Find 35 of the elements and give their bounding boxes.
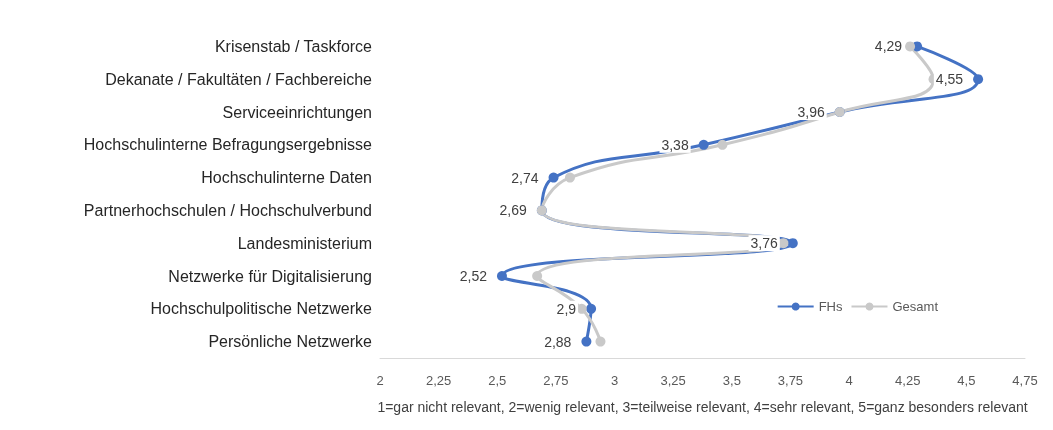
- x-tick-label: 3,75: [777, 373, 804, 388]
- data-label: 2,9: [556, 300, 577, 317]
- x-tick-label: 2: [376, 373, 384, 388]
- x-tick-label: 2,25: [425, 373, 452, 388]
- data-label: 3,76: [750, 235, 779, 252]
- data-label: 2,69: [499, 202, 528, 219]
- x-tick-label: 4: [845, 373, 853, 388]
- data-label: 4,55: [935, 71, 964, 88]
- y-tick-label: Serviceeinrichtungen: [222, 103, 372, 121]
- data-label: 3,96: [797, 104, 825, 120]
- x-tick-label: 2,75: [543, 373, 569, 388]
- legend-label: FHs: [818, 299, 843, 314]
- x-tick-label: 3,5: [722, 373, 741, 388]
- legend-label: Gesamt: [892, 299, 939, 314]
- x-axis-title: 1=gar nicht relevant, 2=wenig relevant, 3=teilweise relevant, 4=sehr relevant, 5=ganz besonders relevant: [377, 399, 1028, 415]
- x-tick-label: 3,25: [660, 373, 686, 388]
- x-tick-label: 4,25: [895, 373, 921, 388]
- y-tick-label: Partnerhochschulen / Hochschulverbund: [83, 201, 372, 219]
- y-tick-label: Hochschulpolitische Netzwerke: [150, 300, 373, 318]
- x-tick-label: 4,75: [1012, 373, 1038, 388]
- data-label: 3,38: [661, 136, 689, 153]
- x-tick-label: 2,5: [488, 373, 507, 388]
- y-tick-label: Landesministerium: [237, 234, 372, 252]
- data-label: 2,52: [459, 268, 488, 284]
- x-tick-label: 4,5: [957, 373, 976, 388]
- data-label: 2,74: [511, 169, 539, 186]
- y-tick-label: Krisenstab / Taskforce: [214, 37, 373, 55]
- data-label: 2,88: [544, 333, 572, 350]
- y-tick-label: Persönliche Netzwerke: [208, 333, 373, 351]
- y-tick-label: Hochschulinterne Befragungsergebnisse: [83, 136, 373, 154]
- y-tick-label: Dekanate / Fakultäten / Fachbereiche: [105, 70, 373, 88]
- data-label: 4,29: [874, 38, 903, 55]
- x-tick-label: 3: [610, 373, 619, 388]
- y-tick-label: Netzwerke für Digitalisierung: [168, 267, 372, 285]
- y-tick-label: Hochschulinterne Daten: [201, 169, 372, 187]
